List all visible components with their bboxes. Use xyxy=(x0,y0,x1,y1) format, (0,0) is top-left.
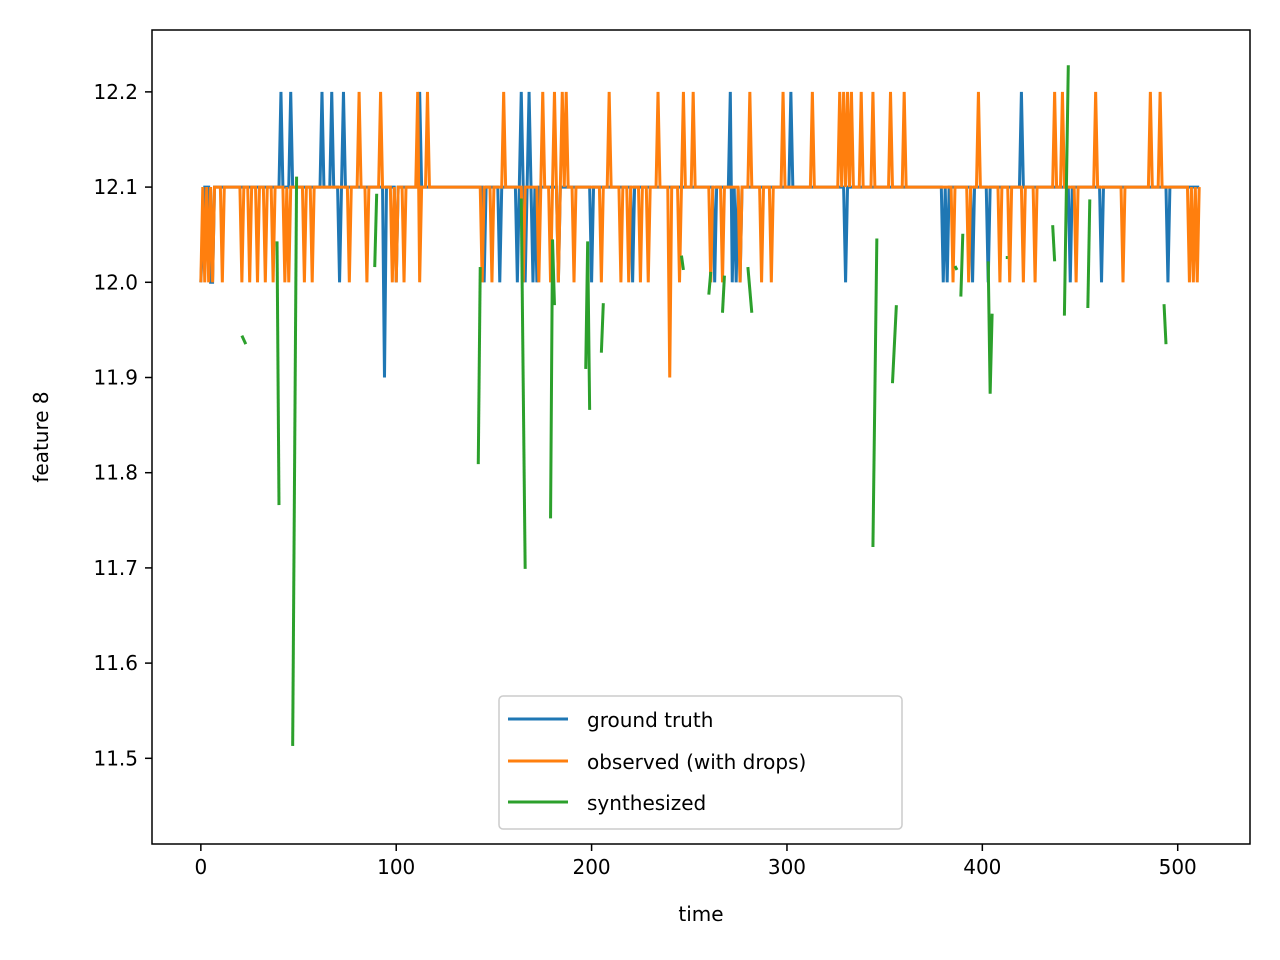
y-tick-label: 11.5 xyxy=(93,746,138,770)
legend-label-ground-truth: ground truth xyxy=(587,708,713,732)
x-tick-label: 400 xyxy=(963,855,1001,879)
y-axis-ticks: 11.5 11.6 11.7 11.8 11.9 12.0 12.1 12.2 xyxy=(93,80,152,770)
series-ground-truth xyxy=(199,91,1200,378)
series-line-synthesized-9 xyxy=(679,255,685,271)
legend-label-observed: observed (with drops) xyxy=(587,750,806,774)
series-line-synthesized-22 xyxy=(1162,304,1168,345)
x-tick-label: 100 xyxy=(377,855,415,879)
y-tick-label: 11.6 xyxy=(93,651,138,675)
series-line-synthesized-2 xyxy=(291,176,299,746)
x-tick-label: 300 xyxy=(768,855,806,879)
series-line-synthesized-13 xyxy=(871,238,879,547)
y-tick-label: 11.9 xyxy=(93,365,138,389)
series-line-synthesized-6 xyxy=(549,239,556,519)
series-line-synthesized-4 xyxy=(476,267,482,465)
series-line-synthesized-10 xyxy=(707,271,713,295)
series-line-synthesized-14 xyxy=(890,305,898,384)
series-line-synthesized-7 xyxy=(584,241,592,410)
y-tick-label: 11.7 xyxy=(93,556,138,580)
x-tick-label: 0 xyxy=(194,855,207,879)
y-tick-label: 12.2 xyxy=(93,80,138,104)
series-line-synthesized-0 xyxy=(240,334,248,345)
series-line-synthesized-1 xyxy=(275,241,281,506)
series-line-synthesized-5 xyxy=(519,198,527,569)
y-tick-label: 11.8 xyxy=(93,461,138,485)
x-tick-label: 200 xyxy=(572,855,610,879)
y-axis-label: feature 8 xyxy=(29,391,53,482)
series-line-synthesized-20 xyxy=(1062,65,1070,316)
series-line-observed-with-drops xyxy=(199,91,1201,378)
y-tick-label: 12.1 xyxy=(93,175,138,199)
series-line-synthesized-21 xyxy=(1086,199,1092,309)
series-observed-with-drops xyxy=(199,91,1201,378)
plot-frame xyxy=(151,29,1251,845)
series-line-synthesized-19 xyxy=(1051,225,1057,262)
legend-label-synthesized: synthesized xyxy=(587,791,706,815)
x-axis-label: time xyxy=(678,902,723,926)
series-synthesized xyxy=(240,65,1168,746)
legend: ground truth observed (with drops) synth… xyxy=(498,695,903,830)
series-line-synthesized-3 xyxy=(373,193,379,268)
x-tick-label: 500 xyxy=(1159,855,1197,879)
series-line-synthesized-16 xyxy=(959,233,965,297)
series-line-synthesized-15 xyxy=(953,265,959,271)
series-line-synthesized-8 xyxy=(599,303,605,353)
series-line-synthesized-12 xyxy=(746,266,754,313)
legend-box xyxy=(498,695,903,830)
series-line-synthesized-11 xyxy=(720,275,726,313)
series-line-synthesized-17 xyxy=(986,261,994,394)
series-layer xyxy=(199,65,1201,746)
x-axis-ticks: 0 100 200 300 400 500 xyxy=(194,844,1197,879)
y-tick-label: 12.0 xyxy=(93,270,138,294)
series-line-ground-truth xyxy=(199,91,1200,378)
